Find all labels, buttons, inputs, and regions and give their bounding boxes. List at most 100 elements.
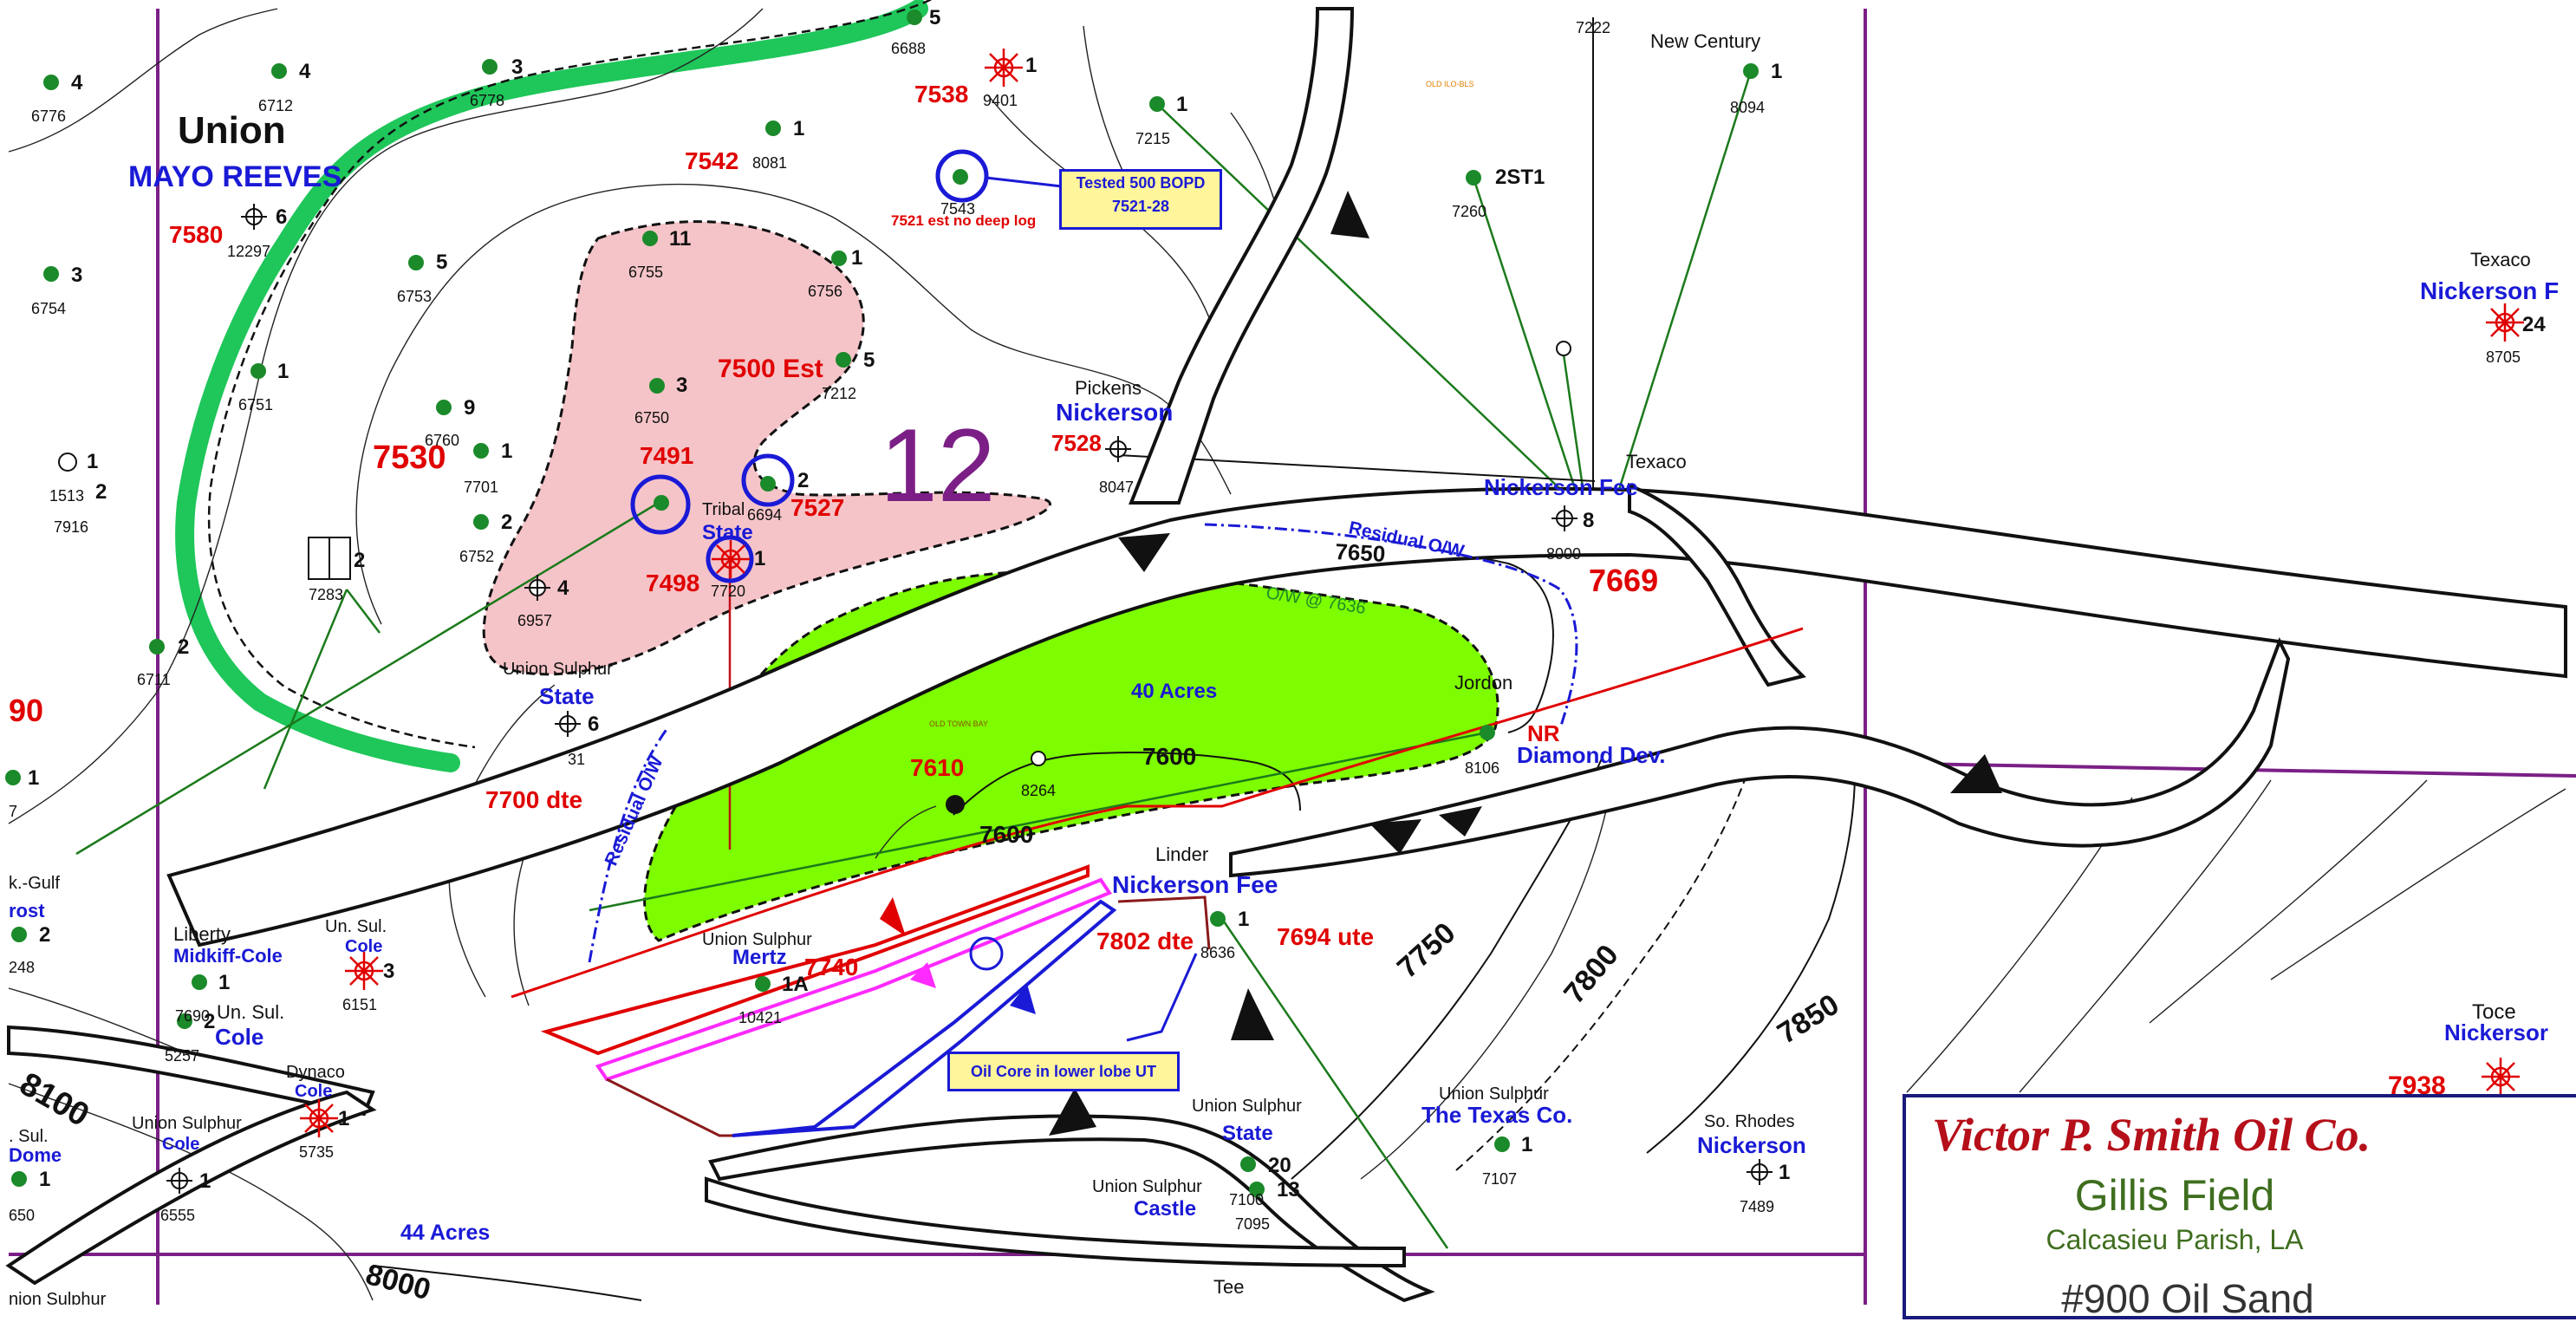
contour-label: 7850: [1772, 987, 1844, 1050]
highlight-circle: [630, 474, 691, 535]
well-td: 6760: [425, 432, 459, 449]
operator-label: Union Sulphur: [1192, 1097, 1302, 1116]
operator-label: Union Sulphur: [503, 660, 613, 679]
well-path: [263, 589, 348, 790]
well-dot: [654, 495, 669, 511]
well-dot: [149, 639, 165, 654]
gas-well-symbols: [300, 49, 2524, 1137]
operator-label: Mertz: [732, 946, 787, 969]
well-number: 4: [71, 71, 83, 94]
well-td: 6752: [459, 548, 494, 565]
dry-hole-icon: [166, 1168, 192, 1194]
sand-name: #900 Oil Sand: [2061, 1276, 2314, 1321]
contour-label: 8100: [14, 1065, 95, 1134]
well-number: 5: [863, 348, 875, 372]
well-dot: [1249, 1182, 1265, 1197]
fault-tick: [1439, 806, 1482, 837]
operator-label: rost: [9, 900, 45, 921]
no-deep-log-label: 7521 est no deep log: [891, 212, 1036, 229]
depth-value: 7700 dte: [485, 786, 582, 813]
bottom-hole-dot: [946, 795, 965, 814]
location-icon: [1556, 341, 1571, 356]
fault-red-trace: [511, 627, 1804, 999]
well-td: 7543: [940, 200, 975, 218]
well-td: 8000: [1546, 545, 1581, 563]
operator-label: State: [539, 683, 595, 709]
well-dot: [755, 976, 771, 992]
contour-label: 7650: [1335, 538, 1386, 567]
well-path: [75, 499, 662, 856]
depth-value: 7530: [373, 440, 446, 476]
contour-line-7850: [1646, 771, 1856, 1154]
oil-core-note-box: Oil Core in lower lobe UT: [947, 1052, 1180, 1091]
depth-value: 7542: [685, 147, 738, 174]
fault-tick: [1369, 819, 1421, 854]
operator-label: NR: [1527, 720, 1560, 746]
operator-label: Tee: [1213, 1276, 1244, 1298]
well-dot: [953, 169, 968, 185]
depth-value: 7500 Est: [718, 355, 823, 383]
tested-note-box: Tested 500 BOPD 7521-28: [1059, 169, 1222, 230]
operator-label: Nickerson: [1056, 399, 1173, 426]
well-number: 1: [277, 360, 289, 383]
well-number: 3: [71, 264, 82, 287]
operator-label: nion Sulphur: [9, 1290, 107, 1305]
fault-tick: [1950, 754, 2002, 793]
operator-label: Union Sulphur: [132, 1114, 242, 1133]
well-td: 7215: [1135, 130, 1170, 147]
pay-zone-pink: [482, 220, 1051, 676]
well-number: 11: [669, 227, 691, 251]
well-path: [1610, 70, 1753, 512]
dry-hole-icon: [524, 575, 550, 601]
well-td: 7690: [175, 1007, 210, 1025]
well-dot: [473, 443, 489, 459]
operator-label: The Texas Co.: [1421, 1102, 1572, 1128]
highlight-circle: [935, 149, 989, 203]
well-dot: [1480, 725, 1495, 740]
well-td: 7701: [464, 479, 498, 496]
well-td: 1513: [49, 487, 84, 505]
well-number: 4: [557, 576, 569, 600]
well-number: 1: [1771, 60, 1782, 83]
well-td: 6778: [470, 92, 504, 109]
well-dot: [408, 255, 424, 270]
well-dot: [43, 75, 59, 90]
well-dot: [649, 378, 665, 394]
well-td: 6688: [891, 40, 926, 57]
contour-label: 8000: [362, 1258, 434, 1305]
well-dot: [43, 266, 59, 282]
operator-label: Cole: [215, 1024, 263, 1050]
well-number: 4: [299, 60, 311, 83]
contour-line: [355, 183, 1232, 625]
fault-tick: [910, 962, 936, 988]
well-number: 6: [588, 713, 599, 736]
well-number: 2: [204, 1010, 215, 1033]
well-dot: [1466, 170, 1481, 186]
well-number: 2: [39, 923, 50, 947]
well-dot: [642, 231, 658, 246]
acres-40-label: 40 Acres: [1131, 680, 1217, 703]
operator-label: . Sul.: [9, 1127, 49, 1146]
gas-well-icon: [300, 1099, 338, 1137]
fault-main: [166, 486, 2567, 948]
contour-label: 7600: [1142, 743, 1196, 770]
operator-label: State: [702, 521, 753, 544]
operator-label: Pickens: [1075, 377, 1142, 399]
well-td: 7100: [1229, 1191, 1264, 1208]
tiny-green-label: OLD TOWN BAY: [929, 720, 988, 728]
well-td: 8047: [1099, 479, 1134, 496]
well-number: 2ST1: [1495, 166, 1545, 189]
well-number: 3: [511, 55, 523, 79]
well-path: [1472, 177, 1584, 511]
well-td: 7107: [1482, 1170, 1517, 1188]
well-dot: [1743, 63, 1759, 79]
dry-hole-symbols: [58, 204, 1773, 1194]
well-dot: [1240, 1156, 1256, 1172]
oil-core-note-text: Oil Core in lower lobe UT: [970, 1063, 1157, 1080]
fault-north-east-spur: [1628, 483, 1806, 687]
well-td: 6151: [342, 996, 377, 1013]
well-dot: [831, 251, 847, 266]
well-td: 10421: [738, 1009, 782, 1026]
depth-value: 7491: [640, 442, 693, 469]
